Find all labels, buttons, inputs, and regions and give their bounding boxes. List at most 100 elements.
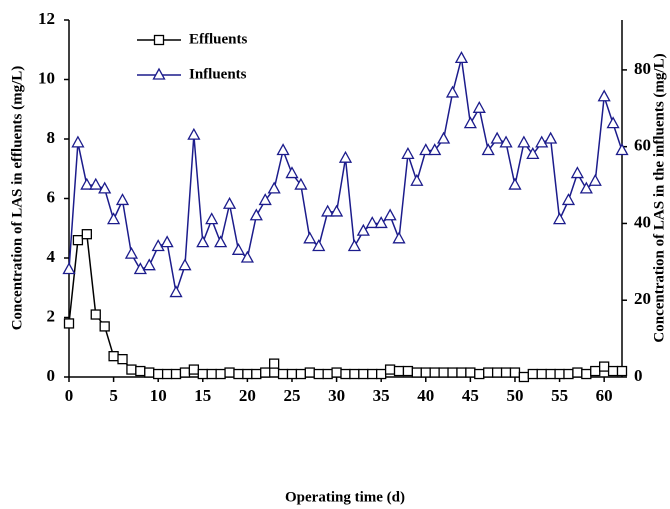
marker bbox=[267, 181, 281, 194]
marker bbox=[312, 239, 326, 252]
marker bbox=[135, 365, 146, 377]
marker bbox=[544, 131, 558, 144]
marker bbox=[133, 262, 147, 275]
marker bbox=[197, 368, 208, 380]
marker bbox=[151, 239, 165, 252]
marker bbox=[463, 116, 477, 129]
marker bbox=[590, 365, 601, 377]
marker bbox=[62, 262, 76, 275]
y2-tick-label: 60 bbox=[634, 136, 651, 155]
marker bbox=[561, 193, 576, 206]
x-tick-label: 30 bbox=[328, 386, 345, 405]
marker bbox=[98, 181, 112, 194]
marker bbox=[258, 193, 272, 206]
marker bbox=[445, 85, 460, 98]
x-tick-label: 15 bbox=[194, 386, 211, 405]
marker bbox=[322, 368, 333, 380]
marker bbox=[615, 143, 629, 156]
y-tick-label: 10 bbox=[38, 68, 55, 87]
marker bbox=[242, 368, 253, 380]
marker bbox=[481, 143, 495, 156]
y2-tick-label: 0 bbox=[634, 366, 643, 385]
marker bbox=[545, 368, 556, 380]
marker bbox=[260, 367, 271, 378]
marker bbox=[347, 239, 362, 252]
marker bbox=[447, 367, 458, 378]
marker bbox=[153, 368, 164, 380]
marker bbox=[349, 368, 360, 380]
marker bbox=[606, 116, 620, 129]
series-line bbox=[68, 232, 622, 378]
marker bbox=[313, 368, 324, 380]
marker bbox=[411, 367, 423, 378]
marker bbox=[607, 365, 619, 377]
marker bbox=[214, 235, 228, 248]
marker bbox=[499, 135, 513, 148]
legend-label: Effluents bbox=[189, 31, 248, 47]
x-tick-label: 60 bbox=[596, 386, 613, 405]
marker bbox=[294, 177, 308, 190]
marker bbox=[222, 196, 237, 209]
marker bbox=[472, 100, 486, 113]
marker bbox=[71, 135, 85, 148]
marker bbox=[552, 212, 567, 225]
y-tick-label: 12 bbox=[38, 9, 55, 28]
marker bbox=[106, 212, 121, 225]
marker bbox=[206, 368, 217, 380]
marker bbox=[90, 309, 101, 320]
marker bbox=[89, 177, 103, 190]
marker bbox=[144, 367, 155, 378]
marker bbox=[187, 127, 201, 140]
marker bbox=[597, 89, 611, 102]
marker bbox=[188, 364, 200, 375]
marker bbox=[563, 368, 574, 380]
marker bbox=[490, 131, 504, 144]
marker bbox=[63, 318, 75, 329]
marker bbox=[340, 368, 351, 380]
marker bbox=[599, 361, 610, 372]
x-tick-label: 25 bbox=[283, 386, 300, 405]
x-tick-label: 40 bbox=[417, 386, 434, 405]
marker bbox=[384, 364, 396, 375]
marker bbox=[276, 143, 290, 156]
marker bbox=[509, 367, 521, 378]
marker bbox=[142, 258, 156, 271]
legend-marker bbox=[152, 67, 166, 80]
marker bbox=[304, 367, 315, 378]
marker bbox=[500, 367, 512, 378]
marker bbox=[374, 216, 388, 229]
x-tick-label: 35 bbox=[373, 386, 390, 405]
marker bbox=[616, 365, 628, 377]
marker bbox=[526, 147, 540, 160]
marker bbox=[518, 371, 530, 383]
marker bbox=[588, 173, 602, 186]
marker bbox=[401, 147, 415, 160]
y2-tick-label: 80 bbox=[634, 59, 651, 78]
marker bbox=[99, 321, 110, 332]
x-tick-label: 20 bbox=[239, 386, 256, 405]
marker bbox=[196, 235, 210, 248]
marker bbox=[231, 242, 246, 255]
x-tick-label: 55 bbox=[551, 386, 568, 405]
marker bbox=[454, 51, 469, 64]
marker bbox=[358, 368, 369, 380]
marker bbox=[295, 368, 307, 380]
marker bbox=[383, 208, 397, 221]
y-tick-label: 2 bbox=[47, 306, 56, 325]
marker bbox=[249, 208, 263, 221]
marker bbox=[160, 235, 174, 248]
marker bbox=[215, 368, 226, 380]
marker bbox=[329, 204, 344, 217]
marker bbox=[321, 204, 335, 217]
marker bbox=[277, 368, 289, 380]
marker bbox=[331, 367, 342, 378]
legend-label: Influents bbox=[189, 66, 247, 82]
x-tick-label: 5 bbox=[109, 386, 118, 405]
marker bbox=[474, 368, 485, 380]
series-line bbox=[68, 58, 623, 293]
legend-marker bbox=[153, 34, 165, 46]
marker bbox=[428, 143, 442, 156]
y2-tick-label: 40 bbox=[634, 212, 651, 231]
marker bbox=[178, 258, 192, 271]
